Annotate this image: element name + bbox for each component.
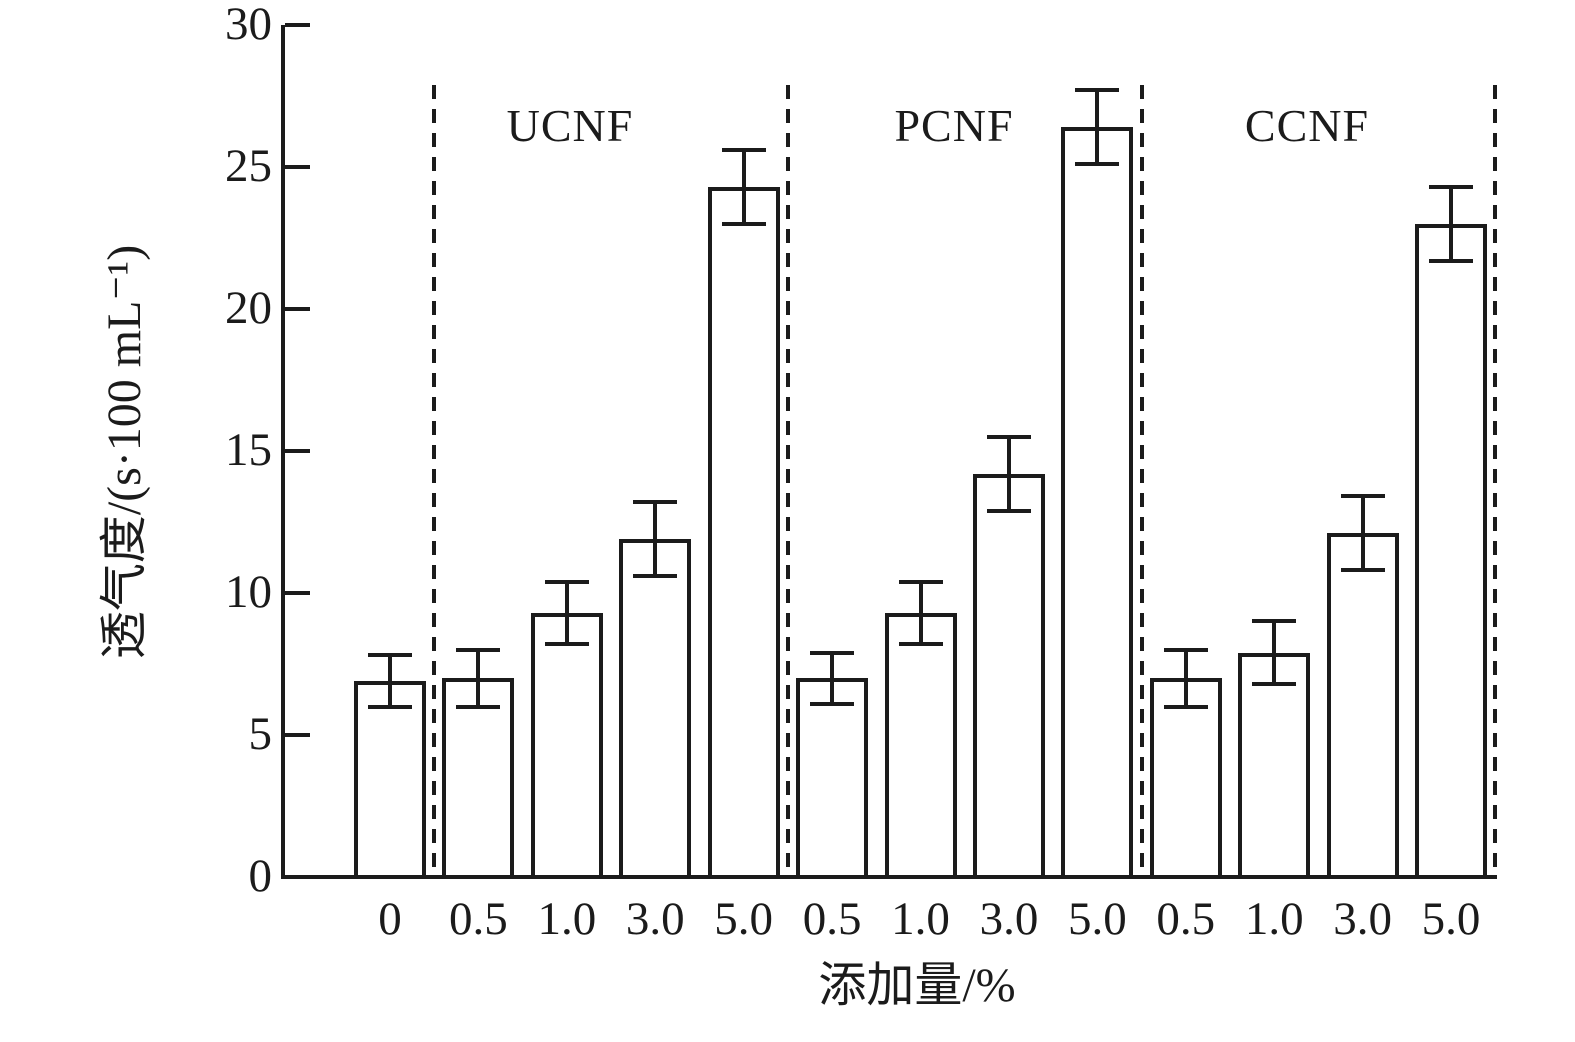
y-axis-line — [281, 25, 285, 879]
y-tick — [285, 307, 310, 311]
y-tick — [285, 165, 310, 169]
group-separator — [1139, 85, 1144, 877]
error-bar-cap-bottom — [810, 701, 855, 706]
error-bar-cap-top — [456, 647, 501, 652]
bar-ucnf-5.0 — [707, 186, 780, 879]
group-label-pcnf: PCNF — [894, 100, 1014, 151]
error-bar-cap-bottom — [1163, 704, 1208, 709]
group-label-ccnf: CCNF — [1244, 100, 1370, 151]
error-bar-cap-bottom — [1340, 568, 1385, 573]
error-bar-stem — [830, 652, 835, 704]
x-tick-label: 5.0 — [1067, 893, 1127, 945]
bar-ucnf-3.0 — [619, 539, 692, 879]
bar-ccnf-1.0 — [1238, 652, 1311, 879]
x-axis-title: 添加量/% — [818, 959, 1016, 1012]
bar-ccnf-3.0 — [1326, 533, 1399, 879]
x-tick-label: 3.0 — [1333, 893, 1392, 945]
group-separator — [785, 85, 790, 877]
error-bar-stem — [1272, 621, 1277, 684]
y-tick-label: 15 — [225, 424, 272, 476]
bar-ccnf-5.0 — [1415, 223, 1488, 879]
group-separator — [432, 85, 437, 877]
group-separator — [1493, 85, 1498, 877]
y-tick-label: 10 — [225, 566, 272, 618]
error-bar-cap-bottom — [986, 508, 1031, 513]
x-tick-label: 5.0 — [1421, 893, 1481, 945]
error-bar-cap-bottom — [368, 704, 412, 709]
error-bar-cap-bottom — [721, 221, 766, 226]
y-tick — [285, 23, 310, 27]
error-bar-stem — [653, 502, 658, 576]
error-bar-cap-bottom — [898, 642, 943, 647]
error-bar-stem — [1360, 496, 1365, 571]
y-tick — [285, 733, 310, 737]
y-tick-label: 30 — [225, 0, 272, 50]
error-bar-stem — [918, 581, 923, 645]
error-bar-cap-bottom — [1429, 258, 1474, 263]
x-tick-label: 3.0 — [979, 893, 1039, 945]
error-bar-cap-top — [368, 653, 412, 658]
error-bar-stem — [388, 655, 392, 707]
y-tick-label: 20 — [225, 282, 272, 334]
x-tick-label: 0.5 — [802, 893, 862, 945]
y-tick — [285, 449, 310, 453]
error-bar-cap-top — [810, 650, 855, 655]
error-bar-cap-top — [1075, 88, 1120, 93]
error-bar-cap-top — [721, 147, 766, 152]
bar-0 — [354, 681, 426, 879]
error-bar-stem — [1183, 649, 1188, 707]
bar-pcnf-5.0 — [1061, 127, 1134, 879]
x-tick-label: 1.0 — [1244, 893, 1304, 945]
group-label-ucnf: UCNF — [506, 100, 634, 151]
error-bar-cap-top — [544, 579, 589, 584]
x-tick-label: 3.0 — [625, 893, 685, 945]
y-tick-label: 0 — [248, 850, 273, 902]
y-tick-label: 25 — [225, 140, 272, 192]
bar-ucnf-0.5 — [442, 678, 515, 879]
error-bar-cap-top — [1163, 647, 1208, 652]
error-bar-cap-top — [633, 500, 678, 505]
error-bar-cap-bottom — [456, 704, 501, 709]
bar-ucnf-1.0 — [530, 612, 603, 879]
y-tick-label: 5 — [248, 708, 273, 760]
error-bar-cap-bottom — [1252, 681, 1297, 686]
error-bar-cap-bottom — [1075, 162, 1120, 167]
x-tick-label: 0.5 — [449, 893, 508, 945]
error-bar-cap-top — [1252, 619, 1297, 624]
y-tick — [285, 591, 310, 595]
bar-pcnf-1.0 — [884, 612, 957, 879]
error-bar-stem — [476, 649, 481, 707]
x-tick-label: 1.0 — [537, 893, 597, 945]
error-bar-cap-top — [898, 579, 943, 584]
error-bar-stem — [741, 149, 746, 224]
error-bar-cap-bottom — [633, 573, 678, 578]
bar-pcnf-0.5 — [796, 678, 869, 879]
error-bar-cap-bottom — [544, 642, 589, 647]
error-bar-cap-top — [1429, 184, 1474, 189]
bar-pcnf-3.0 — [972, 473, 1045, 879]
error-bar-stem — [1006, 436, 1011, 511]
x-tick-label: 0.5 — [1156, 893, 1216, 945]
x-tick-label: 5.0 — [714, 893, 774, 945]
x-tick-label: 0 — [378, 893, 402, 945]
error-bar-cap-top — [1340, 494, 1385, 499]
error-bar-cap-top — [986, 434, 1031, 439]
x-tick-label: 1.0 — [891, 893, 950, 945]
error-bar-stem — [1449, 186, 1454, 261]
error-bar-stem — [1095, 90, 1100, 165]
error-bar-stem — [564, 581, 569, 645]
